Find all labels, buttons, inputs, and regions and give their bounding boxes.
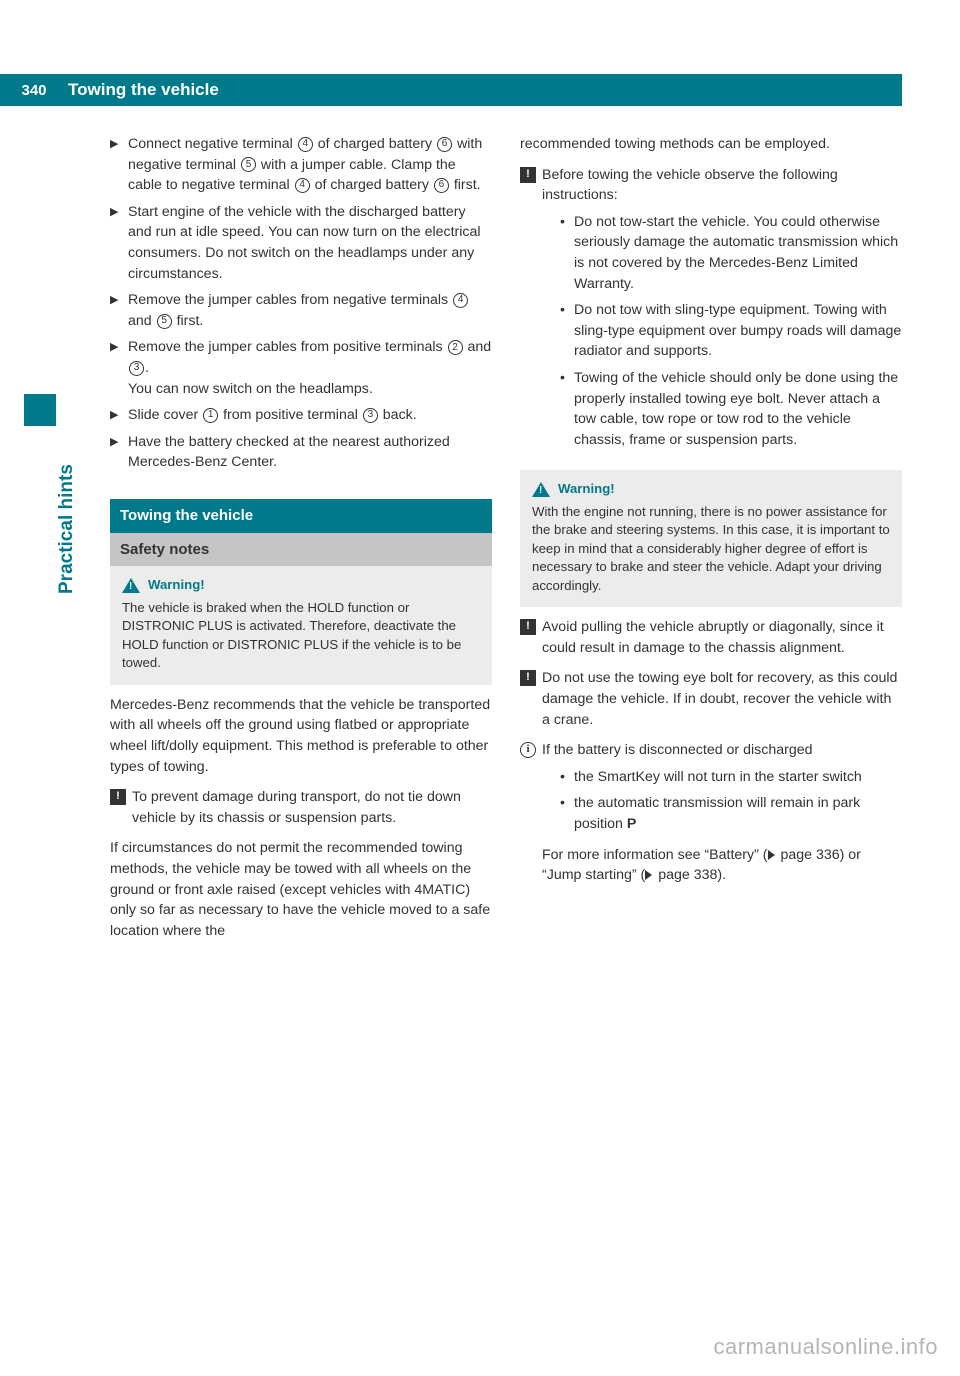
warning-title-text: Warning! (558, 480, 615, 498)
exclaim-icon: ! (520, 167, 536, 183)
bullet-text: the SmartKey will not turn in the starte… (574, 767, 902, 788)
bullet-marker-icon: • (560, 300, 574, 362)
caution-note: ! To prevent damage during transport, do… (110, 787, 492, 828)
bullet-text: the automatic transmission will remain i… (574, 793, 902, 834)
step-item: ▶Remove the jumper cables from negative … (110, 290, 492, 331)
step-item: ▶Start engine of the vehicle with the di… (110, 202, 492, 284)
exclaim-icon: ! (520, 619, 536, 635)
info-lead: If the battery is disconnected or discha… (542, 740, 902, 761)
paragraph: recommended towing methods can be employ… (520, 134, 902, 155)
step-list: ▶Connect negative terminal 4 of charged … (110, 134, 492, 473)
right-column: recommended towing methods can be employ… (520, 134, 902, 951)
info-icon: i (520, 742, 536, 758)
warning-triangle-icon (122, 578, 140, 593)
warning-body: The vehicle is braked when the HOLD func… (122, 599, 480, 673)
side-label: Practical hints (56, 464, 78, 594)
bullet-list: •the SmartKey will not turn in the start… (542, 767, 902, 835)
section-heading: Towing the vehicle (110, 499, 492, 533)
bullet-marker-icon: • (560, 212, 574, 294)
step-text: Remove the jumper cables from negative t… (128, 290, 492, 331)
warning-body: With the engine not running, there is no… (532, 503, 890, 595)
step-item: ▶Remove the jumper cables from positive … (110, 337, 492, 399)
exclaim-icon: ! (520, 670, 536, 686)
note-body: To prevent damage during transport, do n… (132, 787, 492, 828)
warning-title: Warning! (122, 576, 480, 594)
note-lead: Before towing the vehicle observe the fo… (542, 165, 902, 206)
step-item: ▶Slide cover 1 from positive terminal 3 … (110, 405, 492, 426)
bullet-list: •Do not tow-start the vehicle. You could… (542, 212, 902, 451)
side-tab (24, 394, 56, 426)
step-text: Start engine of the vehicle with the dis… (128, 202, 492, 284)
caution-note: ! Before towing the vehicle observe the … (520, 165, 902, 461)
step-text: Connect negative terminal 4 of charged b… (128, 134, 492, 196)
step-marker-icon: ▶ (110, 337, 128, 399)
note-body: Avoid pulling the vehicle abruptly or di… (542, 617, 902, 658)
note-body: Before towing the vehicle observe the fo… (542, 165, 902, 461)
bullet-item: •Towing of the vehicle should only be do… (560, 368, 902, 450)
watermark: carmanualsonline.info (713, 1334, 938, 1360)
note-body: Do not use the towing eye bolt for recov… (542, 668, 902, 730)
bullet-marker-icon: • (560, 767, 574, 788)
bullet-item: •the SmartKey will not turn in the start… (560, 767, 902, 788)
info-note: i If the battery is disconnected or disc… (520, 740, 902, 886)
exclaim-icon: ! (110, 789, 126, 805)
bullet-item: •the automatic transmission will remain … (560, 793, 902, 834)
step-text: Remove the jumper cables from positive t… (128, 337, 492, 399)
page-header: 340 Towing the vehicle (0, 74, 960, 106)
step-marker-icon: ▶ (110, 405, 128, 426)
sub-heading: Safety notes (110, 533, 492, 567)
bullet-marker-icon: • (560, 368, 574, 450)
warning-triangle-icon (532, 482, 550, 497)
warning-box: Warning! With the engine not running, th… (520, 470, 902, 607)
step-item: ▶Have the battery checked at the nearest… (110, 432, 492, 473)
note-body: If the battery is disconnected or discha… (542, 740, 902, 886)
bullet-text: Towing of the vehicle should only be don… (574, 368, 902, 450)
caution-note: ! Do not use the towing eye bolt for rec… (520, 668, 902, 730)
left-column: ▶Connect negative terminal 4 of charged … (110, 134, 492, 951)
header-title: Towing the vehicle (58, 74, 902, 106)
caution-note: ! Avoid pulling the vehicle abruptly or … (520, 617, 902, 658)
step-marker-icon: ▶ (110, 202, 128, 284)
bullet-text: Do not tow with sling-type equipment. To… (574, 300, 902, 362)
paragraph: If circumstances do not permit the recom… (110, 838, 492, 941)
info-tail: For more information see “Battery” ( pag… (542, 845, 902, 886)
bullet-item: •Do not tow with sling-type equipment. T… (560, 300, 902, 362)
step-marker-icon: ▶ (110, 134, 128, 196)
paragraph: Mercedes-Benz recommends that the vehicl… (110, 695, 492, 777)
bullet-item: •Do not tow-start the vehicle. You could… (560, 212, 902, 294)
page-number: 340 (0, 74, 58, 106)
content-area: ▶Connect negative terminal 4 of charged … (0, 106, 960, 951)
bullet-text: Do not tow-start the vehicle. You could … (574, 212, 902, 294)
step-text: Slide cover 1 from positive terminal 3 b… (128, 405, 492, 426)
step-item: ▶Connect negative terminal 4 of charged … (110, 134, 492, 196)
step-marker-icon: ▶ (110, 432, 128, 473)
warning-title-text: Warning! (148, 576, 205, 594)
step-text: Have the battery checked at the nearest … (128, 432, 492, 473)
step-marker-icon: ▶ (110, 290, 128, 331)
warning-title: Warning! (532, 480, 890, 498)
bullet-marker-icon: • (560, 793, 574, 834)
warning-box: Warning! The vehicle is braked when the … (110, 566, 492, 684)
